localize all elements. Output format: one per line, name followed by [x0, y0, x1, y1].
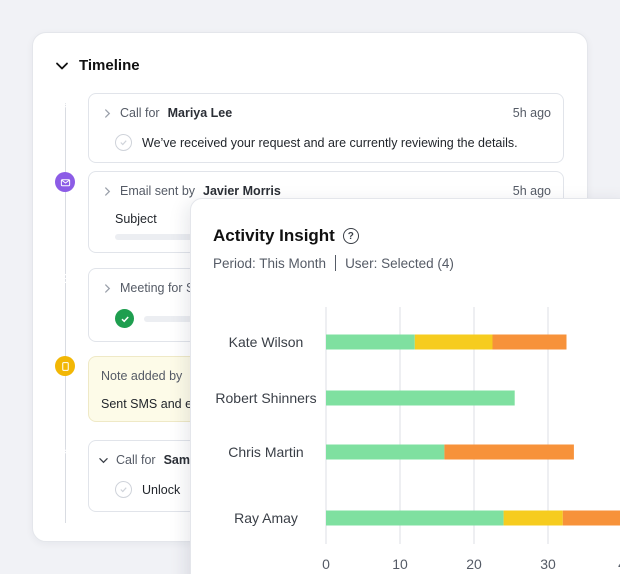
x-tick-label: 0: [322, 556, 330, 572]
call-dot: [55, 93, 75, 113]
timeline-header[interactable]: Timeline: [55, 57, 140, 74]
timeline-item-call[interactable]: Call for Mariya Lee 5h ago We’ve receive…: [88, 93, 564, 163]
bar-segment[interactable]: [326, 444, 445, 460]
item-prefix: Call for: [120, 106, 160, 120]
bar-segment[interactable]: [444, 444, 574, 460]
chevron-right-icon[interactable]: [103, 108, 112, 118]
bar-segment[interactable]: [503, 510, 563, 526]
chevron-right-icon[interactable]: [103, 186, 112, 196]
item-body: Unlock: [142, 482, 181, 497]
bar-segment[interactable]: [562, 510, 620, 526]
category-label: Chris Martin: [228, 444, 303, 460]
item-prefix: Meeting for S: [120, 281, 195, 295]
bar-segment[interactable]: [326, 334, 415, 350]
help-icon[interactable]: ?: [342, 228, 359, 244]
insight-title: Activity Insight: [213, 226, 335, 245]
bar-segment[interactable]: [414, 334, 493, 350]
x-tick-label: 4: [618, 556, 620, 572]
phone-icon: [60, 444, 70, 454]
email-subject-label: Subject: [115, 212, 157, 226]
user-filter[interactable]: User: Selected (4): [345, 255, 454, 271]
skeleton-line: [115, 234, 195, 240]
item-body: We’ve received your request and are curr…: [142, 135, 518, 150]
item-contact-name: Javier Morris: [203, 184, 281, 198]
activity-chart: 0 10 20 30 4 Kate Wilson Robert Shinners Chris …: [215, 307, 620, 572]
item-prefix: Email sent by: [120, 184, 196, 198]
email-dot: [55, 172, 75, 192]
skeleton-line: [144, 315, 204, 322]
chevron-right-icon[interactable]: [103, 283, 112, 293]
item-prefix: Call for: [116, 453, 156, 467]
category-label: Robert Shinners: [215, 390, 316, 406]
bar-segment[interactable]: [326, 510, 504, 526]
check-circle-icon[interactable]: [115, 134, 132, 151]
timeline-title: Timeline: [79, 57, 140, 74]
chevron-down-icon[interactable]: [99, 456, 108, 465]
category-label: Kate Wilson: [229, 334, 304, 350]
completed-check-icon[interactable]: [115, 309, 134, 328]
timeline-line: [65, 103, 66, 523]
note-dot: [55, 356, 75, 376]
activity-insight-card: Activity Insight ? Period: This Month Us…: [190, 198, 620, 574]
chevron-down-icon[interactable]: [55, 59, 69, 73]
item-contact-name: Mariya Lee: [167, 106, 233, 120]
check-circle-icon[interactable]: [115, 481, 132, 498]
category-label: Ray Amay: [234, 510, 298, 526]
item-time: 5h ago: [512, 184, 551, 198]
phone-icon: [60, 98, 70, 108]
x-tick-label: 20: [466, 556, 482, 572]
item-time: 5h ago: [512, 106, 551, 120]
period-filter[interactable]: Period: This Month: [213, 255, 327, 271]
item-prefix: Note added by: [101, 369, 183, 383]
bar-segment[interactable]: [326, 390, 515, 406]
meeting-dot: [55, 268, 75, 288]
x-tick-label: 30: [540, 556, 556, 572]
x-tick-label: 10: [392, 556, 408, 572]
item-body: Sent SMS and e: [101, 397, 193, 411]
globe-icon: [60, 273, 70, 283]
divider: [335, 255, 337, 271]
call-dot: [55, 439, 75, 459]
mail-icon: [60, 178, 70, 186]
item-contact-name: Samu: [163, 453, 198, 467]
bar-segment[interactable]: [492, 334, 567, 350]
note-icon: [61, 361, 69, 371]
